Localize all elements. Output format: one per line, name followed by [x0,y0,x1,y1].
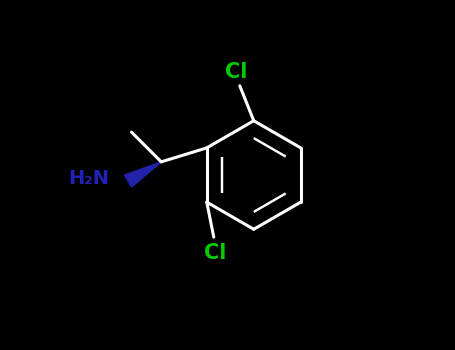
Text: Cl: Cl [225,62,248,82]
Text: H₂N: H₂N [68,169,109,188]
Polygon shape [125,162,161,187]
Text: Cl: Cl [204,244,227,264]
